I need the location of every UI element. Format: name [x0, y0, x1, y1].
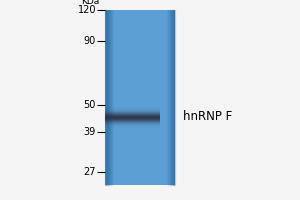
- Text: 27: 27: [83, 167, 96, 177]
- Bar: [105, 10, 175, 185]
- Text: KDa: KDa: [81, 0, 99, 6]
- Text: hnRNP F: hnRNP F: [183, 110, 232, 123]
- Text: 120: 120: [77, 5, 96, 15]
- Text: 90: 90: [84, 36, 96, 46]
- Text: 39: 39: [84, 127, 96, 137]
- Text: 50: 50: [84, 100, 96, 110]
